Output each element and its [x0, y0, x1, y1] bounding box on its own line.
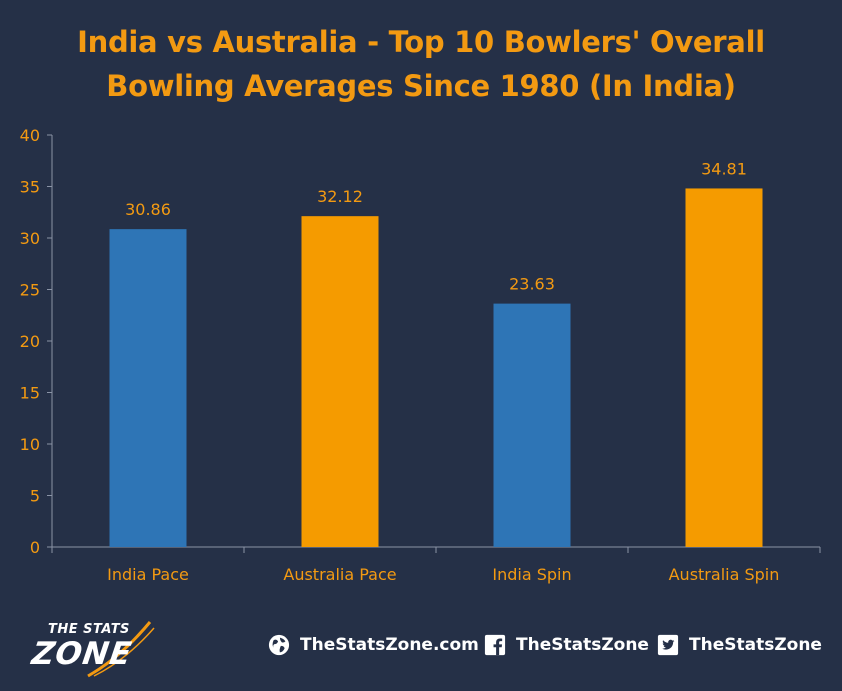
bar [493, 303, 571, 547]
twitter-text: TheStatsZone [689, 635, 822, 655]
data-label: 23.63 [509, 275, 555, 294]
logo-top-text: THE STATS [48, 622, 130, 637]
x-tick-label: India Spin [492, 565, 571, 584]
bar [301, 216, 379, 547]
footer: THE STATS ZONE TheStatsZone.com TheStats… [0, 610, 842, 680]
y-tick-label: 30 [20, 229, 40, 248]
twitter-link[interactable]: TheStatsZone [657, 630, 822, 660]
bar [685, 188, 763, 547]
data-label: 32.12 [317, 187, 363, 206]
globe-icon [268, 634, 290, 656]
x-tick-label: Australia Spin [669, 565, 780, 584]
y-tick-label: 15 [20, 384, 40, 403]
y-tick-label: 35 [20, 178, 40, 197]
chart-title: India vs Australia - Top 10 Bowlers' Ove… [0, 20, 842, 108]
chart-bars [109, 188, 763, 547]
bar-chart: 0 5 10 15 20 25 30 35 40 30.86 India Pace 32.12 Aus… [20, 126, 821, 584]
chart-title-line-1: India vs Australia - Top 10 Bowlers' Ove… [77, 25, 765, 59]
chart-title-line-2: Bowling Averages Since 1980 (In India) [106, 69, 736, 103]
chart-labels: 30.86 India Pace 32.12 Australia Pace 23.63 I… [107, 159, 779, 584]
data-label: 30.86 [125, 200, 171, 219]
bar [109, 229, 187, 547]
y-tick-label: 40 [20, 126, 40, 145]
twitter-icon [657, 634, 679, 656]
logo-swoosh-icon [87, 621, 155, 678]
website-link[interactable]: TheStatsZone.com [268, 630, 479, 660]
x-tick-label: Australia Pace [283, 565, 396, 584]
y-tick-label: 25 [20, 281, 40, 300]
facebook-link[interactable]: TheStatsZone [484, 630, 649, 660]
data-label: 34.81 [701, 159, 747, 178]
facebook-text: TheStatsZone [516, 635, 649, 655]
facebook-icon [484, 634, 506, 656]
chart-axes: 0 5 10 15 20 25 30 35 40 [20, 126, 821, 557]
y-tick-label: 10 [20, 435, 40, 454]
y-tick-label: 5 [30, 487, 40, 506]
logo-main-text: ZONE [29, 636, 135, 672]
y-tick-label: 0 [30, 538, 40, 557]
y-tick-label: 20 [20, 332, 40, 351]
website-text: TheStatsZone.com [300, 635, 479, 655]
x-tick-label: India Pace [107, 565, 189, 584]
stats-zone-logo: THE STATS ZONE [29, 618, 180, 678]
